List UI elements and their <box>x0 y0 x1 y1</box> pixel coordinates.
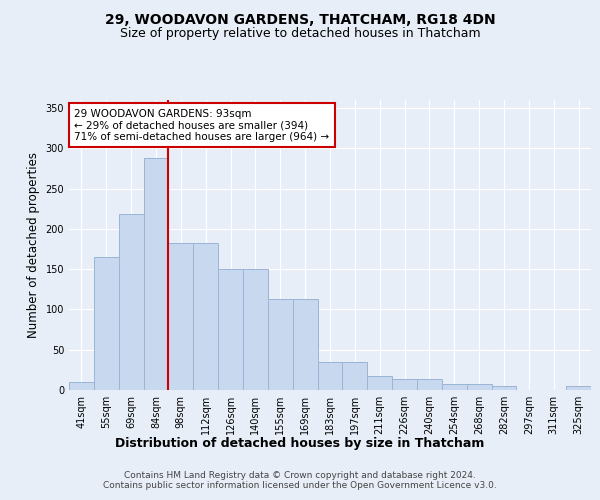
Text: Contains HM Land Registry data © Crown copyright and database right 2024.
Contai: Contains HM Land Registry data © Crown c… <box>103 470 497 490</box>
Bar <box>417 378 442 390</box>
Text: Size of property relative to detached houses in Thatcham: Size of property relative to detached ho… <box>119 28 481 40</box>
Bar <box>467 384 491 390</box>
Bar <box>317 362 343 390</box>
Text: 29, WOODAVON GARDENS, THATCHAM, RG18 4DN: 29, WOODAVON GARDENS, THATCHAM, RG18 4DN <box>104 12 496 26</box>
Bar <box>343 362 367 390</box>
Bar <box>491 386 517 390</box>
Text: 29 WOODAVON GARDENS: 93sqm
← 29% of detached houses are smaller (394)
71% of sem: 29 WOODAVON GARDENS: 93sqm ← 29% of deta… <box>74 108 329 142</box>
Bar <box>169 242 193 390</box>
Bar <box>243 269 268 390</box>
Bar <box>94 257 119 390</box>
Bar <box>293 299 317 390</box>
Bar <box>193 242 218 390</box>
Bar <box>69 382 94 390</box>
Bar <box>119 214 143 390</box>
Bar <box>143 158 169 390</box>
Bar <box>442 384 467 390</box>
Bar <box>268 299 293 390</box>
Text: Distribution of detached houses by size in Thatcham: Distribution of detached houses by size … <box>115 438 485 450</box>
Y-axis label: Number of detached properties: Number of detached properties <box>27 152 40 338</box>
Bar <box>218 269 243 390</box>
Bar <box>566 386 591 390</box>
Bar <box>367 376 392 390</box>
Bar <box>392 378 417 390</box>
